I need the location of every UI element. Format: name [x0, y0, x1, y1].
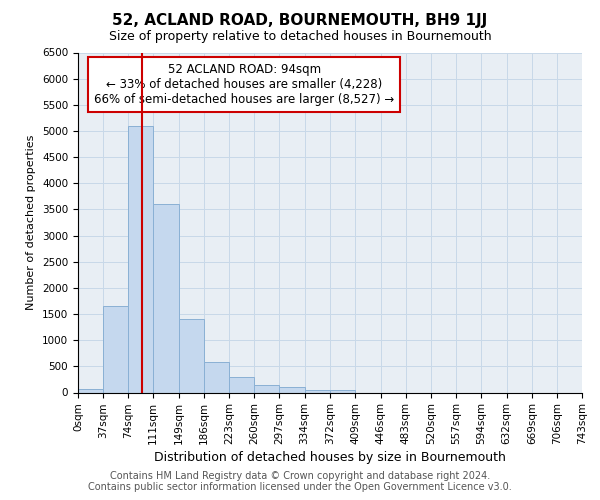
Y-axis label: Number of detached properties: Number of detached properties	[26, 135, 37, 310]
Bar	[179, 320, 204, 392]
Text: 52, ACLAND ROAD, BOURNEMOUTH, BH9 1JJ: 52, ACLAND ROAD, BOURNEMOUTH, BH9 1JJ	[112, 12, 488, 28]
Bar	[78, 390, 103, 392]
Bar	[305, 390, 331, 392]
Text: Contains HM Land Registry data © Crown copyright and database right 2024.
Contai: Contains HM Land Registry data © Crown c…	[88, 471, 512, 492]
Text: 52 ACLAND ROAD: 94sqm
← 33% of detached houses are smaller (4,228)
66% of semi-d: 52 ACLAND ROAD: 94sqm ← 33% of detached …	[94, 62, 394, 106]
Bar	[229, 377, 254, 392]
Text: Size of property relative to detached houses in Bournemouth: Size of property relative to detached ho…	[109, 30, 491, 43]
Bar	[103, 306, 128, 392]
Bar	[204, 362, 229, 392]
Bar	[254, 384, 280, 392]
X-axis label: Distribution of detached houses by size in Bournemouth: Distribution of detached houses by size …	[154, 452, 506, 464]
Bar	[153, 204, 179, 392]
Bar	[128, 126, 153, 392]
Bar	[280, 388, 305, 392]
Bar	[331, 390, 355, 392]
